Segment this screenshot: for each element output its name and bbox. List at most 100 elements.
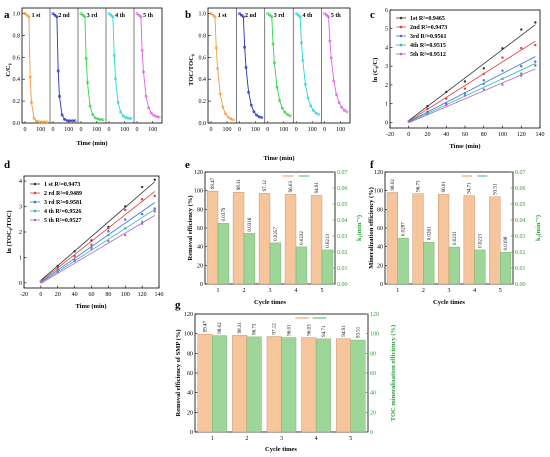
x-tick-label: 2 [243,288,246,294]
data-point [463,80,467,83]
cycle-curve [136,13,160,118]
x-tick-label: 100 [336,127,345,133]
cycle-point [214,46,218,50]
x-tick-label: 140 [536,132,545,138]
panel-b-ylabel: TOC/TOC₀ [188,54,195,86]
y-tick-label: 60 [187,371,193,377]
cycle-point [328,39,332,43]
cycle-point [337,101,341,105]
panel-b-frame [207,7,351,124]
removal-bar [232,192,245,285]
y-tick-label: 40 [377,245,383,251]
k-bar-label: 0.0198 [504,236,509,250]
panel-g-xlabel: Cycle times [265,446,297,453]
cycle-curve [239,13,262,119]
mineralization-bar [212,335,228,433]
data-point [534,21,537,24]
x-tick-label: 4 [295,288,298,294]
x-tick-label: 5 [321,288,324,294]
removal-bar [266,336,282,433]
data-point [445,90,448,94]
panel-letter-b: b [185,9,191,21]
data-point [73,254,76,258]
data-point [124,233,127,237]
cycle-point [139,15,143,19]
panel-f-plot-area: 0 20 40 60 80 100 120 0.00 0.01 0.02 0.03 0.04 0.05 0… [374,170,526,294]
cycle-point [101,118,105,122]
cycle-point [71,119,74,123]
cycle-point [311,108,315,112]
data-point [140,198,144,201]
cycle-point [266,12,270,15]
x-tick-label: 0 [238,127,241,133]
y-tick-label: 100 [194,189,203,195]
cycle-curve [80,13,104,121]
data-point [73,259,76,263]
cycle-label: 4 th [115,13,125,19]
data-point [124,227,127,230]
legend-label: 1 st R²=0.9473 [44,182,80,188]
mineralization-bar [246,336,262,433]
cycle-point [109,13,113,17]
fit-line [408,68,536,124]
x-tick-label: 3 [280,436,283,442]
panel-d-toc-kinetics: ln (TOC₀/TOC) Time (min) -20 0 20 40 60 80 100… [6,175,164,310]
panel-f-mineralization-bars: Mineralization efficiency (%) k₂(min⁻¹) … [368,170,542,306]
panel-letter-c: c [370,9,375,21]
cycle-point [342,108,346,112]
x-tick-label: 2 [245,436,248,442]
k-bar [423,242,435,285]
cycle-curve [24,13,48,123]
x-tick-label: 40 [443,132,449,138]
data-point [107,230,110,233]
legend-label: 1st R²=0.9465 [410,16,445,22]
k-bar-label: 0.0257 [274,227,279,241]
data-point [153,210,156,213]
y2-tick-label: 0.03 [337,234,348,240]
panel-g-ylabel-right: TOC mineralization efficiency (%) [390,325,397,421]
cycle-point [116,101,120,104]
cycle-label: 3 rd [274,13,285,19]
cycle-point [107,12,111,15]
cycle-point [280,106,284,110]
cycle-curve [210,13,234,121]
y-tick-label: 1 [385,102,388,108]
y-tick-label: 6 [385,8,388,14]
legend-marker [33,182,37,186]
data-point [520,46,523,50]
data-point [124,208,127,212]
removal-bar [232,335,248,433]
removal-bar-label: 96.03 [307,324,312,336]
x-tick-label: 0 [295,127,298,133]
panel-g-ylabel-left: Removal efficiency of SMP (%) [175,329,182,416]
cycle-label: 1 st [32,13,41,19]
removal-bar [301,337,317,433]
legend-marker [399,43,403,47]
cycle-point [224,112,227,116]
y-tick-label: 0 [19,281,22,287]
y2-tick-label: 0.00 [515,282,526,288]
k-bar-label: 0.0213 [478,234,483,248]
cycle-point [221,105,225,109]
x-tick-label: 100 [36,127,45,133]
cycle-point [93,116,97,120]
x-tick-label: 40 [72,292,78,298]
removal-bar [412,193,424,285]
x-tick-label: 100 [120,127,129,133]
cycle-point [294,12,298,15]
cycle-point [155,115,158,118]
y-tick-label: 1.0 [13,11,21,17]
cycle-point [257,115,261,119]
panel-a-xlabel: Time (min) [76,140,107,147]
y-tick-label: 40 [197,245,203,251]
y-tick-label: 0.6 [13,55,21,61]
y2-tick-label: 40 [370,391,376,397]
panel-letter-a: a [4,9,10,21]
legend-marker [33,218,37,222]
data-point [520,74,523,77]
removal-bar-label: 94.91 [315,182,320,194]
data-point [501,77,504,81]
y2-tick-label: 0.06 [337,186,348,192]
